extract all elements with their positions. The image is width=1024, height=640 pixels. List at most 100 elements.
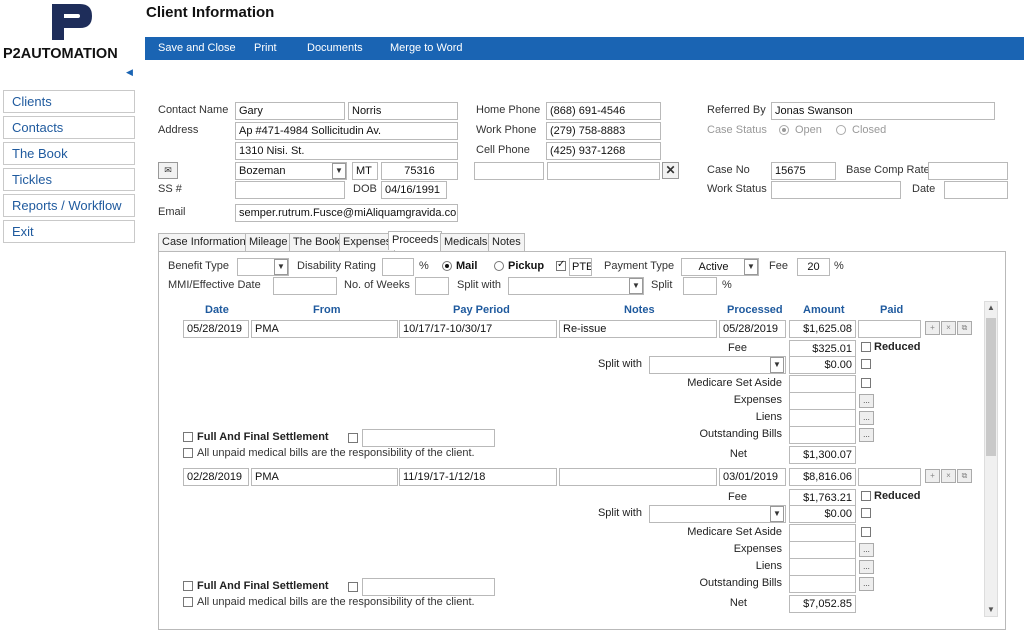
entry-from-field[interactable]: PMA — [251, 468, 398, 486]
expenses-field[interactable] — [789, 392, 856, 410]
settlement-extra-checkbox[interactable] — [348, 582, 358, 592]
zip-field[interactable]: 75316 — [381, 162, 458, 180]
entry-pay-period-field[interactable]: 11/19/17-1/12/18 — [399, 468, 557, 486]
delete-row-icon[interactable]: × — [941, 469, 956, 483]
medicare-checkbox[interactable] — [861, 378, 871, 388]
sidebar-item-tickles[interactable]: Tickles — [3, 168, 135, 191]
tab-expenses[interactable]: Expenses — [339, 233, 396, 251]
entry-processed-field[interactable]: 03/01/2019 — [719, 468, 786, 486]
referred-by-field[interactable]: Jonas Swanson — [771, 102, 995, 120]
settlement-extra-checkbox[interactable] — [348, 433, 358, 443]
expenses-field[interactable] — [789, 541, 856, 559]
mmi-effective-date-field[interactable] — [273, 277, 337, 295]
scroll-up-icon[interactable]: ▲ — [987, 303, 995, 312]
print-button[interactable]: Print — [254, 42, 277, 54]
mail-envelope-icon[interactable]: ✉ — [158, 162, 178, 179]
sidebar-item-clients[interactable]: Clients — [3, 90, 135, 113]
work-status-field[interactable] — [771, 181, 901, 199]
outstanding-bills-more-button[interactable]: ... — [859, 428, 874, 442]
extra-field-2[interactable] — [547, 162, 660, 180]
address-line2-field[interactable]: 1310 Nisi. St. — [235, 142, 458, 160]
expenses-more-button[interactable]: ... — [859, 394, 874, 408]
net-field[interactable]: $7,052.85 — [789, 595, 856, 613]
liens-field[interactable] — [789, 558, 856, 576]
clear-close-icon[interactable]: ✕ — [662, 162, 679, 179]
mail-radio[interactable] — [442, 261, 452, 271]
scroll-thumb[interactable] — [986, 318, 996, 456]
split-with-dropdown-icon[interactable]: ▼ — [629, 278, 643, 294]
case-status-closed-radio[interactable] — [836, 125, 846, 135]
net-field[interactable]: $1,300.07 — [789, 446, 856, 464]
pickup-radio[interactable] — [494, 261, 504, 271]
payment-type-select[interactable]: Active — [681, 258, 759, 276]
settlement-extra-field[interactable] — [362, 429, 495, 447]
extra-field-1[interactable] — [474, 162, 544, 180]
last-name-field[interactable]: Norris — [348, 102, 458, 120]
entry-amount-field[interactable]: $8,816.06 — [789, 468, 856, 486]
entry-paid-field[interactable] — [858, 468, 921, 486]
entry-split-field[interactable]: $0.00 — [789, 505, 856, 523]
unpaid-medical-checkbox[interactable] — [183, 448, 193, 458]
payment-type-dropdown-icon[interactable]: ▼ — [744, 259, 758, 275]
settlement-extra-field[interactable] — [362, 578, 495, 596]
outstanding-bills-more-button[interactable]: ... — [859, 577, 874, 591]
state-field[interactable]: MT — [352, 162, 378, 180]
entry-paid-field[interactable] — [858, 320, 921, 338]
outstanding-bills-field[interactable] — [789, 426, 856, 444]
split-field[interactable] — [683, 277, 717, 295]
entry-notes-field[interactable] — [559, 468, 717, 486]
outstanding-bills-field[interactable] — [789, 575, 856, 593]
entry-split-field[interactable]: $0.00 — [789, 356, 856, 374]
email-field[interactable]: semper.rutrum.Fusce@miAliquamgravida.co.… — [235, 204, 458, 222]
entry-split-with-select[interactable] — [649, 505, 786, 523]
base-comp-rate-field[interactable] — [928, 162, 1008, 180]
entry-split-with-dropdown-icon[interactable]: ▼ — [770, 357, 784, 373]
sidebar-item-contacts[interactable]: Contacts — [3, 116, 135, 139]
tab-proceeds[interactable]: Proceeds — [388, 231, 443, 250]
work-phone-field[interactable]: (279) 758-8883 — [546, 122, 661, 140]
city-dropdown-icon[interactable]: ▼ — [332, 163, 346, 179]
sidebar-item-exit[interactable]: Exit — [3, 220, 135, 243]
entry-fee-field[interactable]: $325.01 — [789, 340, 856, 358]
cell-phone-field[interactable]: (425) 937-1268 — [546, 142, 661, 160]
entry-date-field[interactable]: 05/28/2019 — [183, 320, 249, 338]
unpaid-medical-checkbox[interactable] — [183, 597, 193, 607]
sidebar-item-reports-workflow[interactable]: Reports / Workflow — [3, 194, 135, 217]
liens-field[interactable] — [789, 409, 856, 427]
pte-checkbox[interactable] — [556, 259, 566, 271]
tab-case-information[interactable]: Case Information — [158, 233, 250, 251]
copy-row-icon[interactable]: ⧉ — [957, 321, 972, 335]
entry-from-field[interactable]: PMA — [251, 320, 398, 338]
dob-field[interactable]: 04/16/1991 — [381, 181, 447, 199]
add-row-icon[interactable]: + — [925, 321, 940, 335]
entry-amount-field[interactable]: $1,625.08 — [789, 320, 856, 338]
tab-medicals[interactable]: Medicals — [440, 233, 492, 251]
reduced-checkbox[interactable] — [861, 342, 871, 352]
sidebar-item-the-book[interactable]: The Book — [3, 142, 135, 165]
case-no-field[interactable]: 15675 — [771, 162, 836, 180]
liens-more-button[interactable]: ... — [859, 411, 874, 425]
liens-more-button[interactable]: ... — [859, 560, 874, 574]
case-status-open-radio[interactable] — [779, 125, 789, 135]
split-paid-checkbox[interactable] — [861, 359, 871, 369]
tab-mileage[interactable]: Mileage — [245, 233, 292, 251]
scroll-down-icon[interactable]: ▼ — [987, 605, 995, 614]
medicare-checkbox[interactable] — [861, 527, 871, 537]
full-final-settlement-checkbox[interactable] — [183, 432, 193, 442]
save-and-close-button[interactable]: Save and Close — [158, 42, 236, 54]
city-field[interactable]: Bozeman — [235, 162, 347, 180]
benefit-type-dropdown-icon[interactable]: ▼ — [274, 259, 288, 275]
reduced-checkbox[interactable] — [861, 491, 871, 501]
no-of-weeks-field[interactable] — [415, 277, 449, 295]
copy-row-icon[interactable]: ⧉ — [957, 469, 972, 483]
entry-notes-field[interactable]: Re-issue — [559, 320, 717, 338]
merge-to-word-button[interactable]: Merge to Word — [390, 42, 463, 54]
add-row-icon[interactable]: + — [925, 469, 940, 483]
date-field[interactable] — [944, 181, 1008, 199]
split-paid-checkbox[interactable] — [861, 508, 871, 518]
entry-split-with-dropdown-icon[interactable]: ▼ — [770, 506, 784, 522]
entry-date-field[interactable]: 02/28/2019 — [183, 468, 249, 486]
full-final-settlement-checkbox[interactable] — [183, 581, 193, 591]
first-name-field[interactable]: Gary — [235, 102, 345, 120]
documents-button[interactable]: Documents — [307, 42, 363, 54]
